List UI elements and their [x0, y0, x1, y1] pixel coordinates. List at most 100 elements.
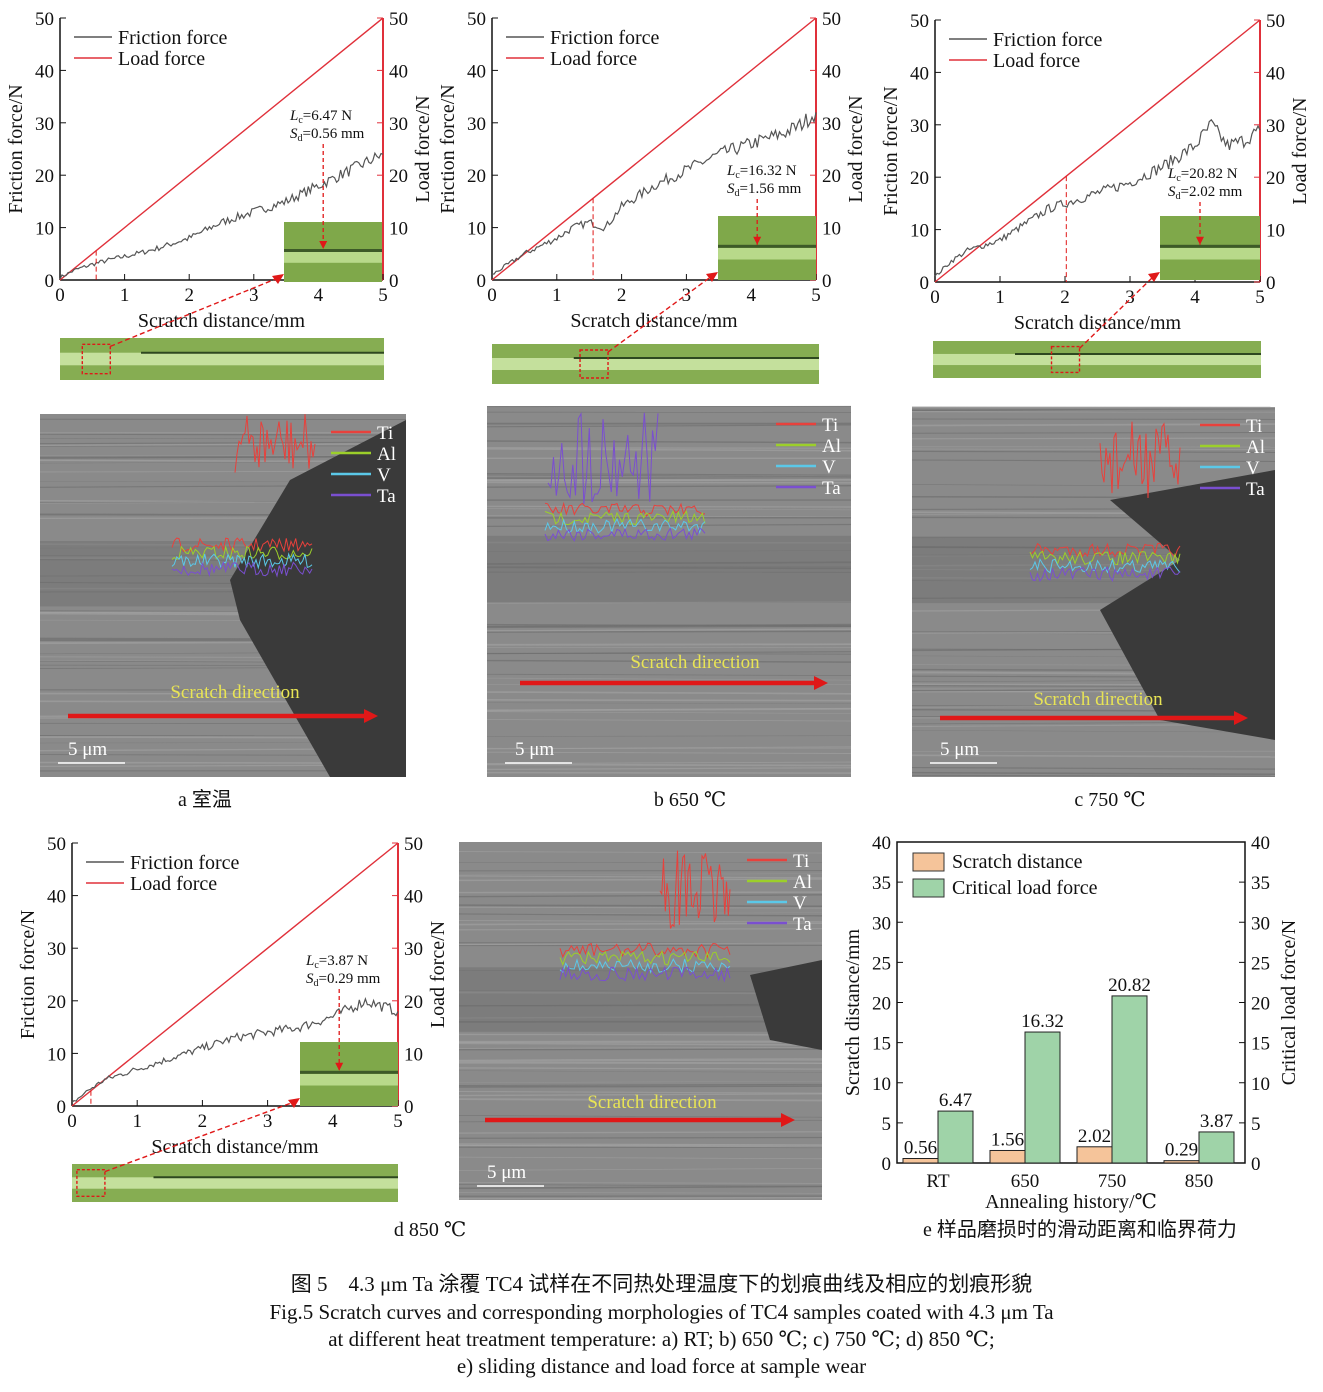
eds-line-ti	[1029, 542, 1181, 559]
y-tick-label: 40	[47, 887, 66, 908]
y-right-tick-label: 40	[822, 61, 841, 82]
y-right-tick-label: 20	[1251, 994, 1270, 1015]
eds-linescan-peak	[659, 850, 731, 929]
legend-load-label: Load force	[550, 48, 637, 70]
x-tick-label: 4	[1190, 287, 1200, 308]
texture	[911, 774, 1276, 777]
coating-spallation-region	[1100, 470, 1275, 740]
texture	[458, 920, 823, 923]
texture	[911, 437, 1276, 440]
texture	[458, 1085, 823, 1088]
friction-force-line	[491, 112, 817, 275]
y-tick-label: 30	[47, 939, 66, 960]
texture	[458, 894, 823, 898]
arrow-head-icon	[1196, 236, 1204, 245]
legend-swatch	[912, 878, 945, 898]
y-right-tick-label: 30	[404, 939, 423, 960]
eds-legend-label: Ta	[377, 486, 396, 507]
eds-line-v	[1029, 557, 1181, 574]
eds-legend-label: Ti	[377, 423, 393, 444]
y-tick-label: 0	[920, 273, 930, 294]
sd-sub: d	[735, 188, 740, 199]
legend-load-label: Load force	[118, 48, 205, 70]
y-right-tick-label: 10	[404, 1044, 423, 1065]
texture	[486, 473, 852, 476]
scale-bar-label: 5 μm	[487, 1162, 526, 1183]
texture	[458, 1067, 823, 1070]
eds-line-al	[559, 949, 731, 967]
texture	[486, 630, 852, 633]
texture	[486, 702, 852, 704]
bar-critical-load	[1024, 1031, 1061, 1164]
texture	[458, 942, 823, 946]
texture	[486, 448, 852, 452]
y-right-tick-label: 0	[404, 1097, 414, 1118]
y-right-tick-label: 20	[1266, 168, 1285, 189]
eds-linescan-peak	[234, 414, 316, 473]
eds-line-ta	[544, 527, 706, 542]
arrow-head-icon	[1148, 272, 1160, 282]
arrow-head-icon	[1234, 711, 1248, 725]
eds-line-ta	[171, 560, 313, 578]
inset-scratch-track	[284, 252, 382, 263]
texture	[458, 1185, 823, 1190]
texture	[458, 1182, 823, 1184]
legend-friction-label: Friction force	[118, 27, 228, 49]
x-tick-label: 750	[1098, 1171, 1127, 1192]
texture	[458, 1047, 823, 1049]
y-tick-label: 20	[467, 166, 486, 187]
sd-symbol: S	[1168, 184, 1176, 200]
eds-legend-label: Ti	[1246, 416, 1262, 437]
texture	[458, 1093, 823, 1097]
texture	[486, 659, 852, 663]
strip-to-inset-arrow	[110, 277, 279, 348]
scratch-distance-annotation: Sd=0.56 mm	[290, 126, 365, 144]
legend-friction-label: Friction force	[550, 27, 660, 49]
y-tick-label: 20	[47, 992, 66, 1013]
data-label: 16.32	[1021, 1011, 1064, 1032]
texture	[39, 441, 407, 445]
texture	[911, 432, 1276, 434]
panel-caption-d: d 850 ℃	[394, 1219, 466, 1241]
strip-to-inset-arrow	[104, 1101, 295, 1173]
x-axis-label: Scratch distance/mm	[570, 310, 738, 332]
y-right-tick-label: 35	[1251, 873, 1270, 894]
y-right-axis-label: Load force/N	[845, 95, 867, 202]
y-right-tick-label: 20	[822, 166, 841, 187]
strip-critical-box	[81, 343, 111, 375]
texture	[458, 1090, 823, 1094]
eds-legend-label: Al	[377, 444, 396, 465]
texture	[39, 433, 407, 436]
scratch-distance-annotation: Sd=2.02 mm	[1168, 184, 1243, 202]
texture	[458, 1131, 823, 1134]
inset-scratch-track	[718, 248, 816, 260]
lc-symbol: L	[289, 108, 298, 124]
texture	[458, 1070, 823, 1073]
lc-value: =20.82 N	[1181, 166, 1238, 182]
inset-scratch-edge	[1160, 244, 1260, 248]
sd-value: =0.56 mm	[303, 126, 365, 142]
texture	[458, 1042, 823, 1046]
y-right-tick-label: 10	[389, 219, 408, 240]
y-tick-label: 0	[882, 1154, 892, 1175]
texture	[39, 443, 407, 447]
y-axis-label: Friction force/N	[880, 86, 902, 215]
inset-scratch-track	[300, 1074, 398, 1086]
lc-symbol: L	[1167, 166, 1176, 182]
panel-caption-a: a 室温	[178, 788, 232, 811]
y-tick-label: 25	[872, 953, 891, 974]
texture	[39, 438, 407, 440]
y-tick-label: 10	[47, 1044, 66, 1065]
legend-label: Critical load force	[952, 877, 1098, 899]
texture	[458, 1168, 823, 1171]
y-right-tick-label: 40	[404, 887, 423, 908]
strip-track	[933, 353, 1261, 366]
y-right-tick-label: 0	[1251, 1154, 1261, 1175]
x-tick-label: 650	[1011, 1171, 1040, 1192]
lc-symbol: L	[305, 953, 314, 969]
y-right-tick-label: 10	[1251, 1074, 1270, 1095]
texture	[486, 424, 852, 428]
bar-scratch-distance	[989, 1149, 1026, 1164]
